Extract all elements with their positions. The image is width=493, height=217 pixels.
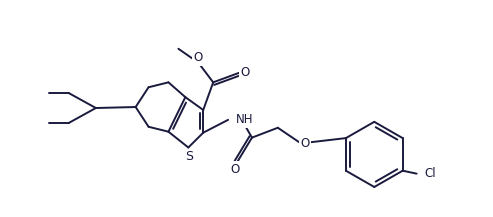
Text: O: O	[241, 66, 249, 79]
Text: O: O	[230, 163, 240, 176]
Text: O: O	[194, 51, 203, 64]
Text: O: O	[300, 137, 309, 150]
Text: Cl: Cl	[424, 167, 436, 180]
Text: NH: NH	[236, 113, 253, 126]
Text: S: S	[185, 150, 193, 163]
